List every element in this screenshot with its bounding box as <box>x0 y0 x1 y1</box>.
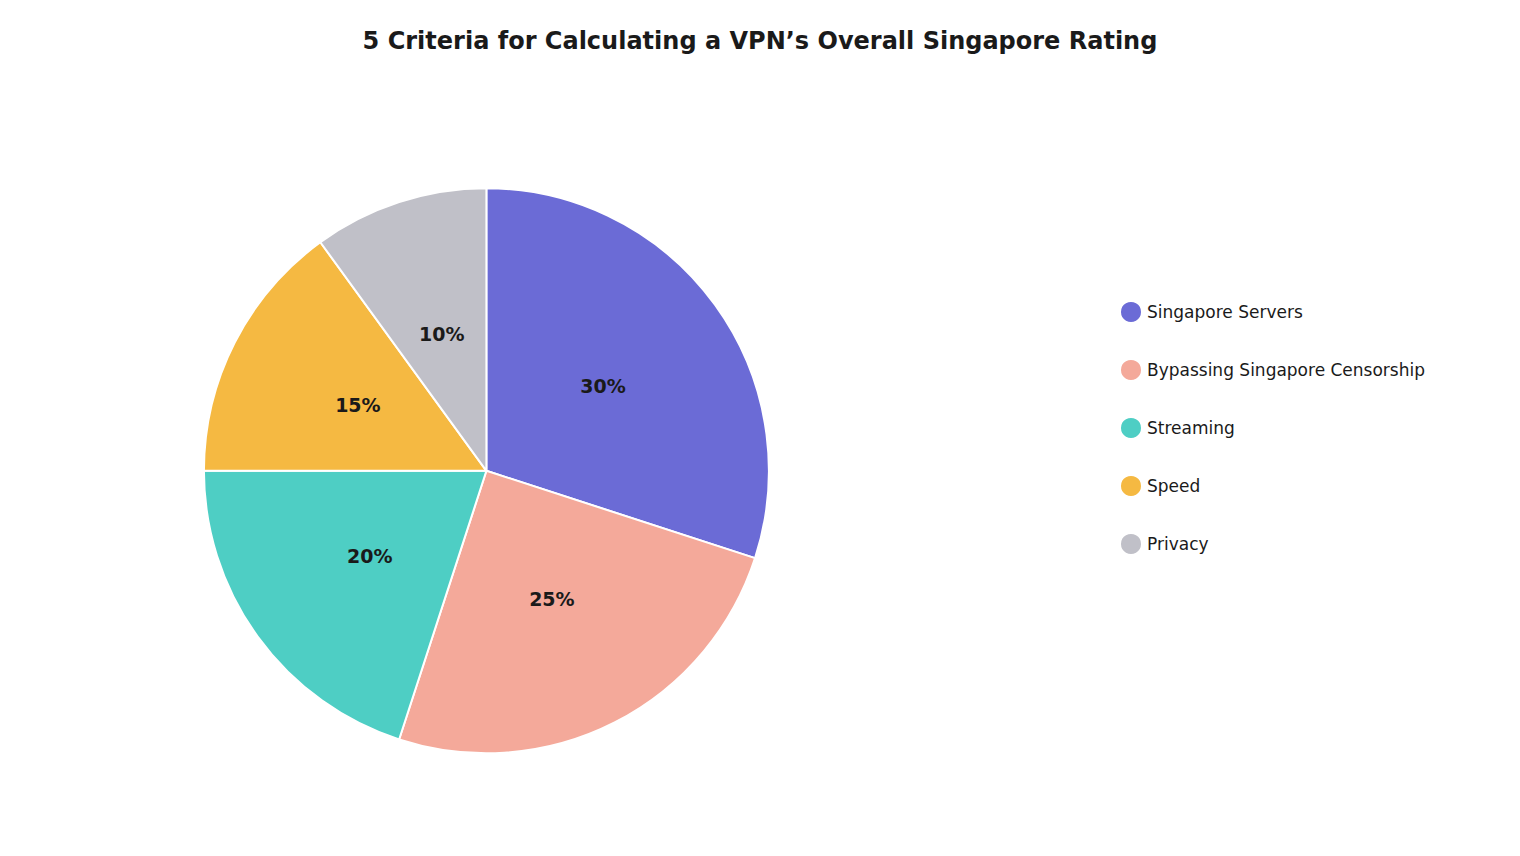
svg-text:25%: 25% <box>529 588 574 610</box>
svg-text:15%: 15% <box>335 394 380 416</box>
svg-text:Speed: Speed <box>1147 476 1200 496</box>
svg-text:Streaming: Streaming <box>1147 418 1235 438</box>
svg-text:30%: 30% <box>580 375 625 397</box>
svg-text:Bypassing Singapore Censorship: Bypassing Singapore Censorship <box>1147 360 1425 380</box>
svg-text:20%: 20% <box>347 545 392 567</box>
svg-text:5 Criteria for Calculating a V: 5 Criteria for Calculating a VPN’s Overa… <box>363 27 1158 55</box>
svg-text:10%: 10% <box>419 323 464 345</box>
svg-text:Privacy: Privacy <box>1147 534 1209 554</box>
svg-text:Singapore Servers: Singapore Servers <box>1147 302 1303 322</box>
